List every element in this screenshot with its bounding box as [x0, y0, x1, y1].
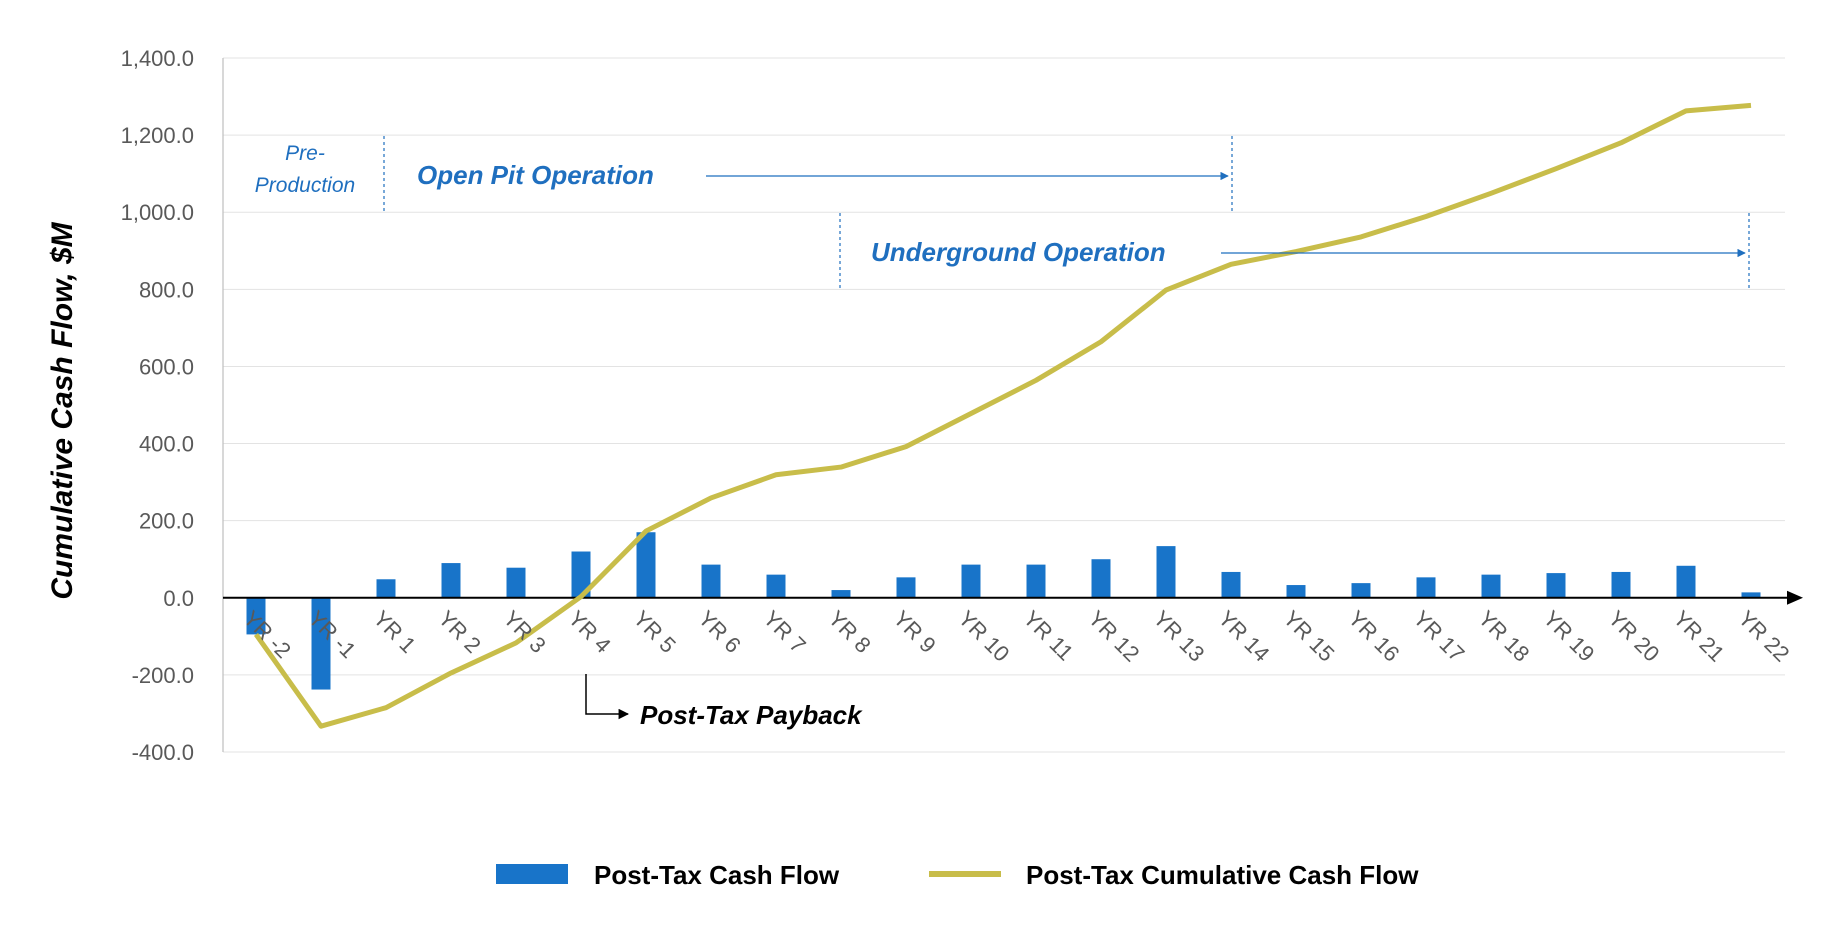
bar	[1416, 577, 1436, 598]
x-axis-ticks: YR -2 YR -1 YR 1 YR 2 YR 3 YR 4 YR 5 YR 6 YR 7 YR…	[238, 606, 1794, 667]
y-tick-label: 1,000.0	[121, 200, 194, 225]
payback-arrow	[585, 674, 630, 720]
bar-series	[246, 532, 1761, 690]
x-tick-label: YR 22	[1733, 606, 1794, 667]
x-tick-label: YR 12	[1083, 606, 1144, 667]
bar	[1481, 574, 1501, 598]
legend: Post-Tax Cash Flow Post-Tax Cumulative C…	[496, 860, 1419, 890]
x-tick-label: YR 11	[1018, 606, 1078, 666]
x-tick-label: YR 13	[1148, 606, 1209, 667]
x-tick-label: YR 8	[823, 606, 875, 658]
y-axis-ticks: -400.0 -200.0 0.0 200.0 400.0 600.0 800.0 1,000…	[121, 46, 194, 765]
x-tick-label: YR 6	[693, 606, 745, 658]
annotations: Pre- Production Open Pit Operation Under…	[255, 136, 1750, 730]
bar	[896, 577, 916, 598]
bar	[571, 551, 591, 598]
y-tick-label: 200.0	[139, 509, 194, 534]
line-series	[253, 102, 1752, 729]
y-tick-label: 1,400.0	[121, 46, 194, 71]
bar	[376, 579, 396, 598]
bar	[831, 590, 851, 598]
bar	[701, 564, 721, 598]
bar	[1741, 592, 1761, 598]
x-tick-label: YR 2	[433, 606, 485, 658]
bar	[636, 532, 656, 598]
y-tick-label: 0.0	[163, 586, 194, 611]
underground-label: Underground Operation	[871, 237, 1166, 267]
x-tick-label: YR 20	[1603, 606, 1664, 667]
x-tick-label: YR 19	[1538, 606, 1599, 667]
y-tick-label: 800.0	[139, 277, 194, 302]
x-tick-label: YR 18	[1473, 606, 1534, 667]
y-tick-label: 600.0	[139, 354, 194, 379]
x-tick-label: YR 17	[1408, 606, 1469, 667]
bar	[246, 597, 266, 635]
bar	[1026, 564, 1046, 598]
x-axis-arrowhead	[1787, 590, 1803, 605]
gridlines	[223, 57, 1785, 753]
payback-label: Post-Tax Payback	[640, 700, 863, 730]
bar	[1351, 583, 1371, 598]
pre-production-label-line1: Pre-	[285, 142, 325, 165]
open-pit-label: Open Pit Operation	[417, 160, 654, 190]
bar	[1286, 585, 1306, 598]
bar	[441, 563, 461, 598]
y-tick-label: -200.0	[132, 663, 194, 688]
legend-label-line: Post-Tax Cumulative Cash Flow	[1026, 860, 1419, 890]
cumulative-line	[253, 102, 1752, 729]
y-tick-label: 400.0	[139, 432, 194, 457]
bar	[311, 597, 331, 690]
bar	[1221, 571, 1241, 598]
bar	[506, 567, 526, 598]
legend-swatch-bar	[496, 864, 568, 884]
axes	[222, 58, 1803, 752]
y-tick-label: 1,200.0	[121, 123, 194, 148]
x-tick-label: YR 4	[563, 606, 615, 658]
x-tick-label: YR 5	[628, 606, 680, 658]
y-tick-label: -400.0	[132, 740, 194, 765]
x-tick-label: YR 7	[758, 606, 810, 658]
x-tick-label: YR 15	[1278, 606, 1339, 667]
bar	[1091, 559, 1111, 598]
x-tick-label: YR 10	[953, 606, 1014, 667]
legend-label-bar: Post-Tax Cash Flow	[594, 860, 840, 890]
pre-production-label-line2: Production	[255, 174, 355, 197]
bar	[1546, 573, 1566, 598]
bar	[766, 574, 786, 598]
bar	[1156, 546, 1176, 598]
x-tick-label: YR 9	[888, 606, 940, 658]
y-axis-label: Cumulative Cash Flow, $M	[46, 221, 79, 599]
bar	[961, 564, 981, 598]
x-tick-label: YR 14	[1213, 606, 1274, 667]
x-tick-label: YR 21	[1668, 606, 1729, 667]
x-tick-label: YR 16	[1343, 606, 1404, 667]
x-tick-label: YR 1	[368, 606, 420, 658]
bar	[1611, 571, 1631, 598]
bar	[1676, 565, 1696, 598]
